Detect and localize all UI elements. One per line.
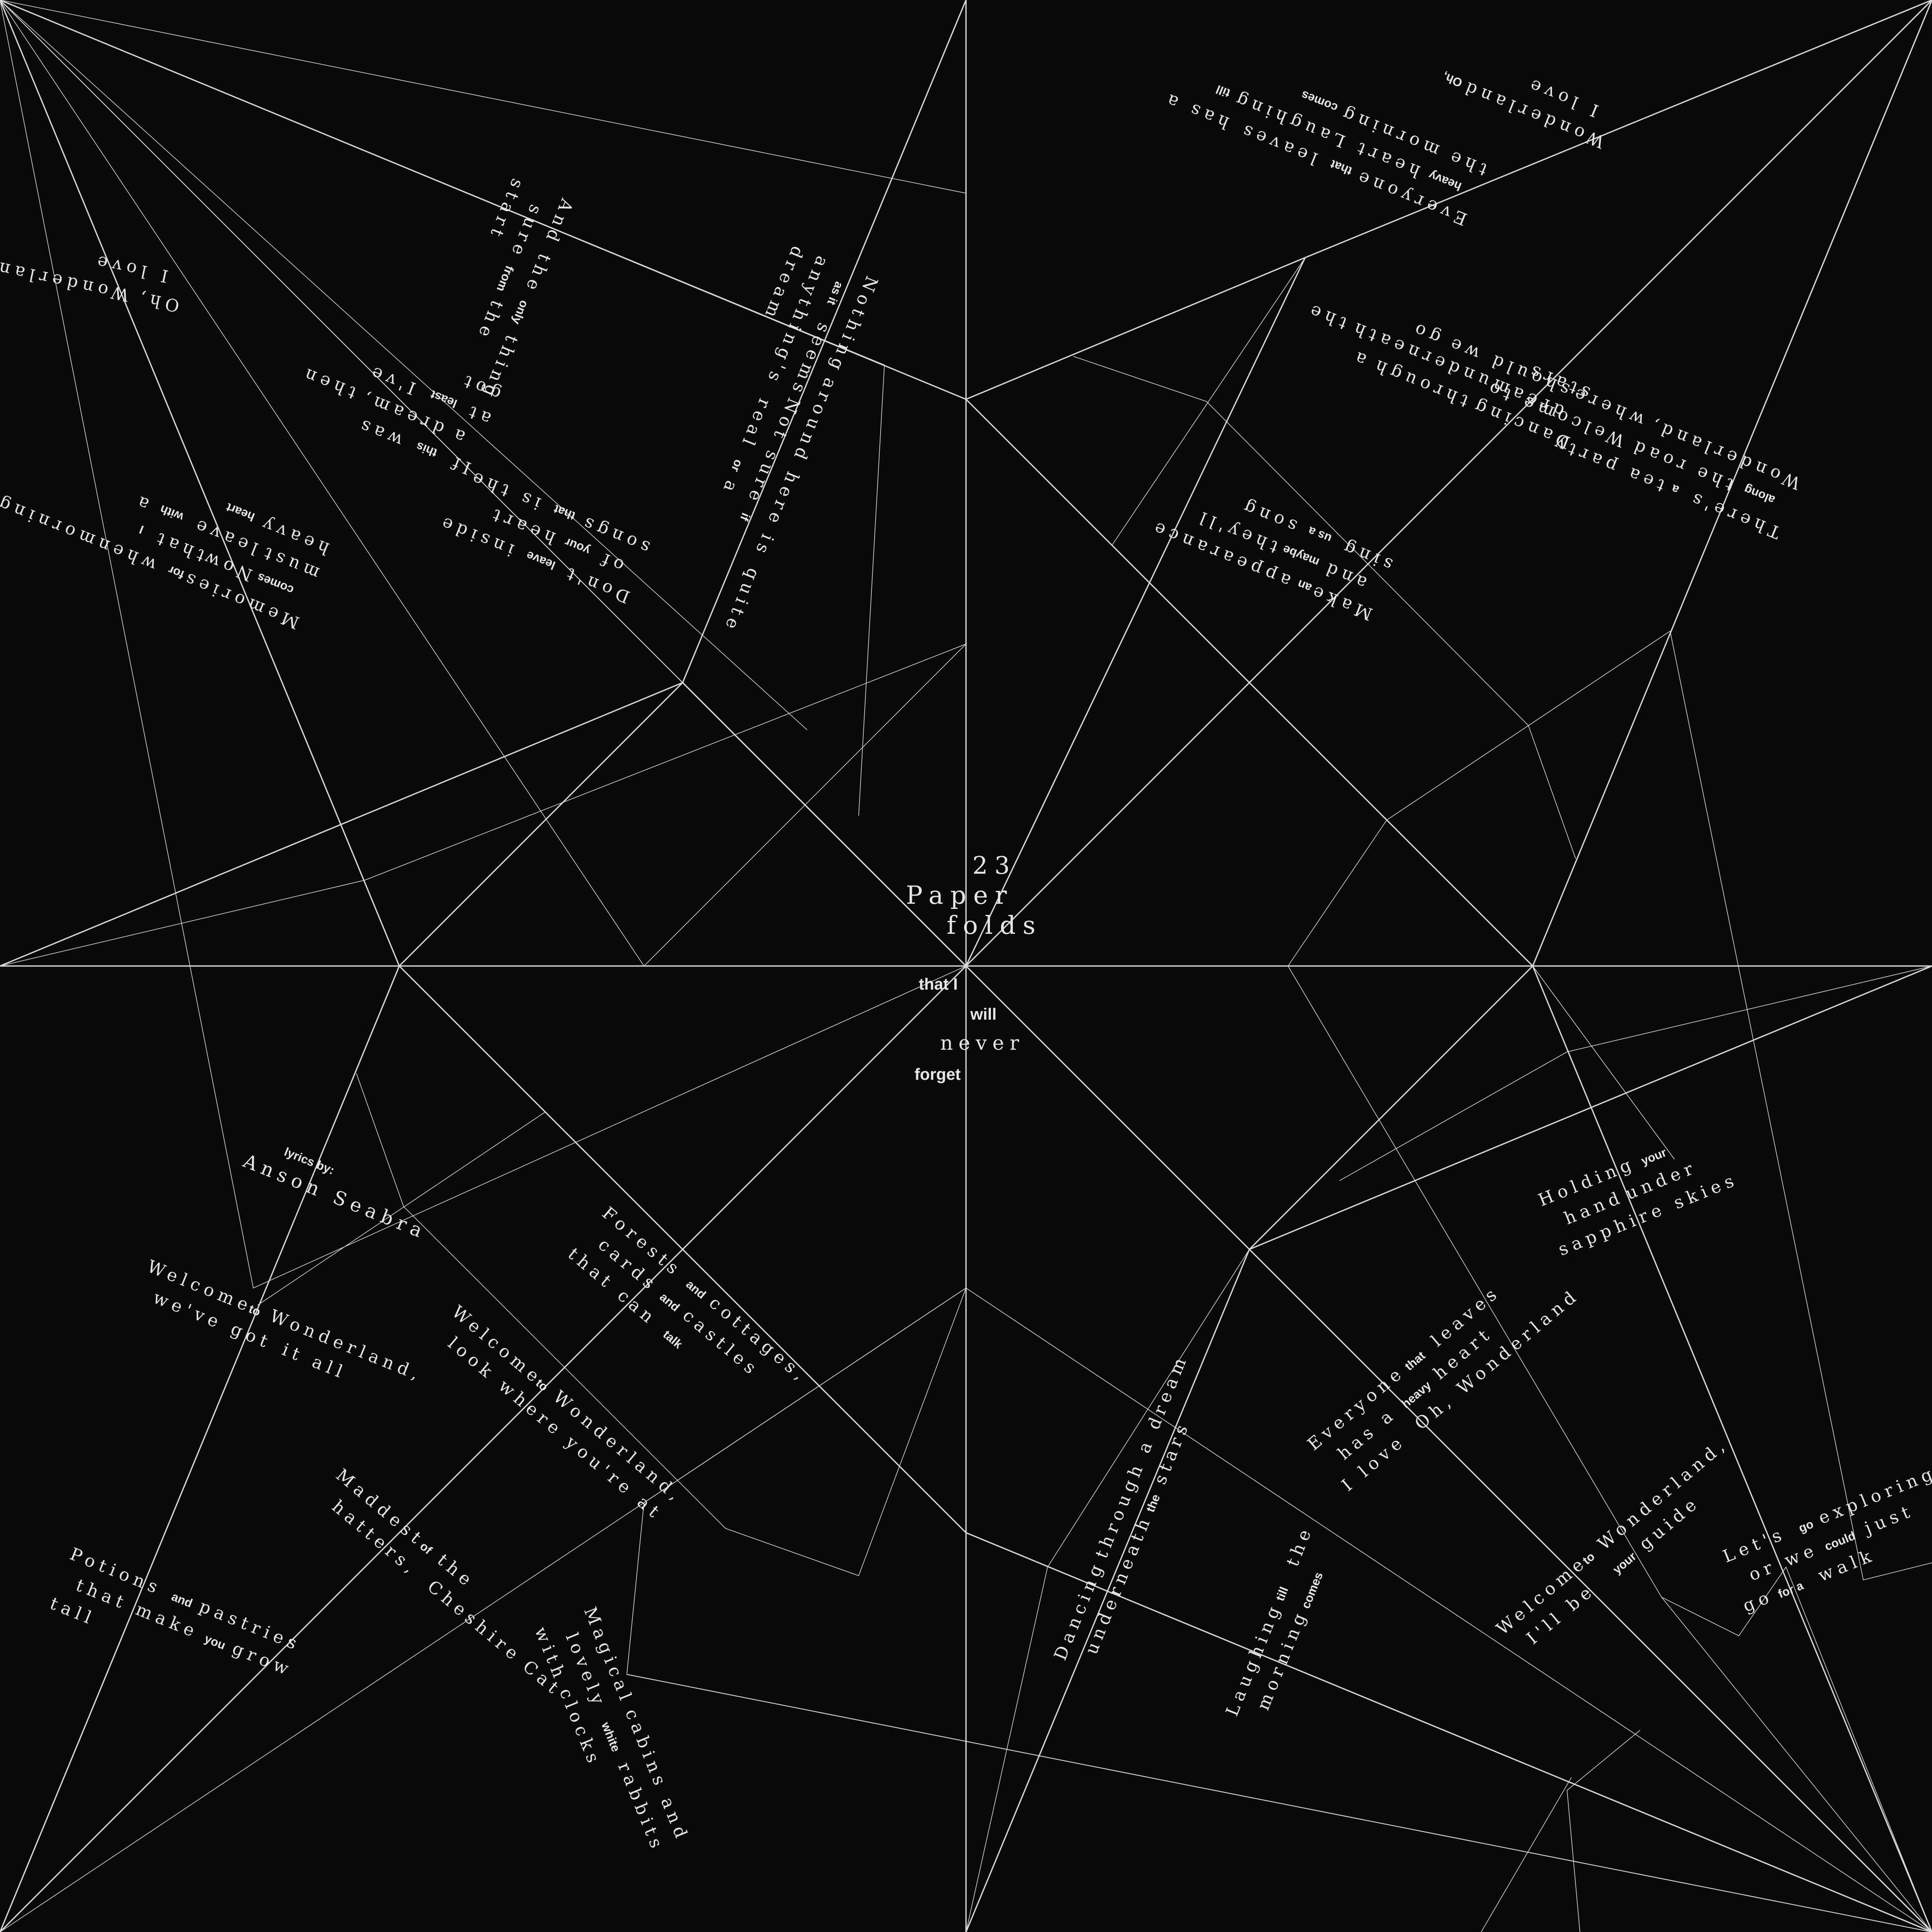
fold-line bbox=[966, 1249, 1250, 1932]
fold-line bbox=[0, 966, 400, 1932]
fold-line bbox=[0, 0, 966, 966]
fold-line bbox=[1305, 0, 1932, 258]
fold-line bbox=[858, 1288, 966, 1576]
fold-line bbox=[0, 0, 683, 683]
title-line6: forget bbox=[914, 1066, 961, 1084]
fold-line bbox=[0, 0, 885, 816]
title-number: 23 bbox=[972, 852, 1017, 880]
title-line4: will bbox=[970, 1005, 996, 1024]
fold-line bbox=[1532, 966, 1675, 1160]
fold-line bbox=[965, 1249, 1250, 1932]
title-line1: Paper bbox=[906, 881, 1014, 910]
fold-line bbox=[0, 0, 644, 966]
fold-line bbox=[1670, 631, 1932, 1580]
fold-line bbox=[1288, 631, 1671, 966]
fold-line bbox=[1661, 1566, 1932, 1932]
fold-line bbox=[1249, 965, 1534, 1250]
fold-line bbox=[966, 257, 1306, 400]
fold-line bbox=[1567, 1730, 1640, 1932]
title-line3: that I bbox=[919, 975, 958, 993]
fold-line bbox=[0, 0, 808, 730]
title: 23 Paper folds that I will never forget bbox=[906, 852, 1042, 1084]
fold-line bbox=[257, 1112, 546, 1306]
fold-line bbox=[1481, 1777, 1572, 1932]
fold-line bbox=[682, 0, 967, 683]
fold-line bbox=[0, 965, 967, 1932]
fold-line bbox=[966, 1532, 1932, 1932]
fold-line bbox=[0, 1288, 966, 1932]
fold-line bbox=[1249, 1249, 1932, 1932]
fold-line bbox=[682, 682, 967, 967]
fold-line bbox=[1532, 0, 1932, 966]
fold-line bbox=[626, 1674, 1932, 1932]
fold-line bbox=[965, 0, 1932, 967]
title-line5: never bbox=[940, 1031, 1024, 1054]
fold-line bbox=[1532, 966, 1932, 1932]
fold-line bbox=[398, 682, 683, 967]
fold-line bbox=[1112, 257, 1306, 546]
fold-line bbox=[1339, 966, 1932, 1181]
fold-line bbox=[0, 0, 400, 966]
fold-line bbox=[356, 1073, 859, 1576]
fold-line bbox=[0, 644, 966, 966]
title-line2: folds bbox=[947, 911, 1042, 940]
fold-line bbox=[965, 965, 1250, 1250]
fold-line bbox=[1073, 356, 1576, 859]
fold-line bbox=[0, 0, 966, 1289]
fold-line bbox=[965, 257, 1306, 966]
